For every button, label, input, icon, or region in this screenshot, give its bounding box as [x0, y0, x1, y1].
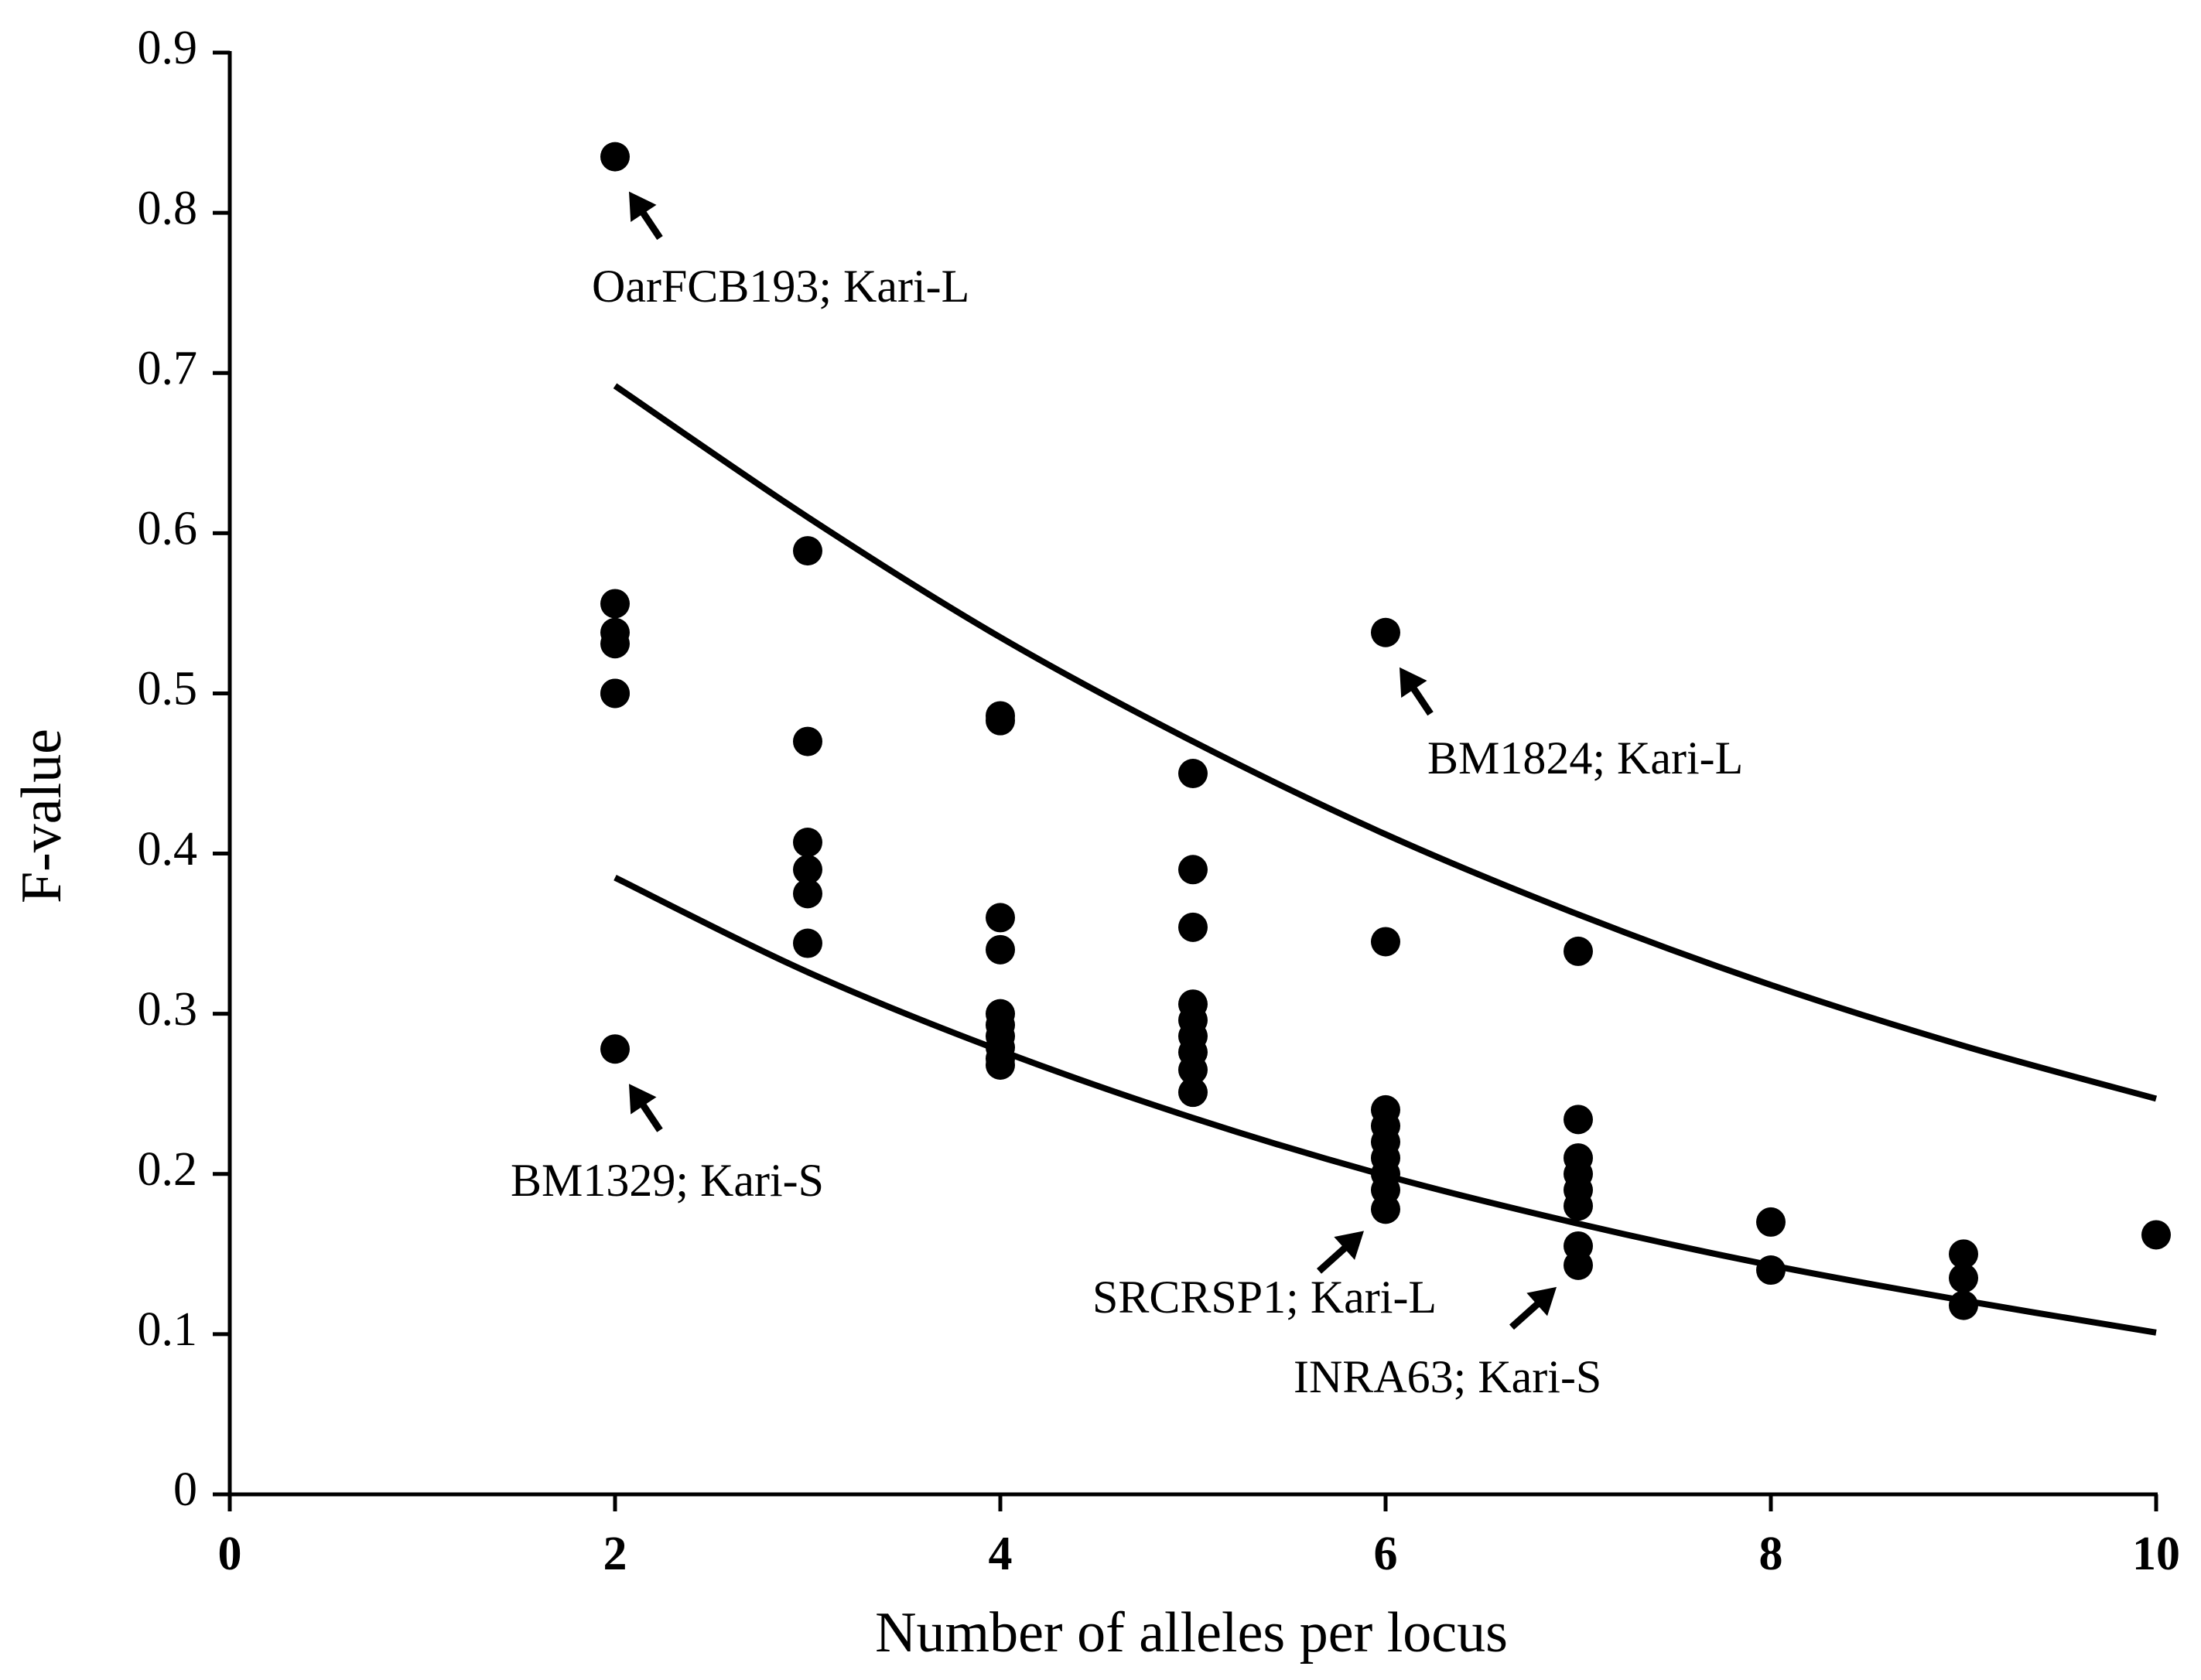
- data-point: [1949, 1239, 1978, 1269]
- x-tick-label: 2: [603, 1528, 627, 1580]
- data-point: [600, 1034, 630, 1064]
- annotation-arrow: [1400, 667, 1434, 716]
- y-tick-label: 0.2: [138, 1143, 198, 1196]
- x-ticks: 0 2 4 6 8 10: [218, 1494, 2180, 1580]
- data-point: [793, 928, 822, 958]
- data-point: [793, 879, 822, 909]
- data-point: [986, 1050, 1015, 1080]
- data-point: [1178, 912, 1208, 942]
- data-point: [1178, 855, 1208, 885]
- y-tick-label: 0.6: [138, 503, 198, 555]
- y-tick-label: 0.5: [138, 663, 198, 715]
- x-tick-label: 10: [2132, 1528, 2180, 1580]
- y-tick-label: 0.3: [138, 983, 198, 1036]
- data-point: [986, 934, 1015, 965]
- data-point: [600, 629, 630, 659]
- arrow-head: [1400, 667, 1427, 698]
- arrow-head: [629, 191, 657, 223]
- y-tick-label: 0.1: [138, 1303, 198, 1356]
- annotation-arrows: [629, 191, 1557, 1330]
- data-point: [793, 855, 822, 885]
- data-point: [793, 536, 822, 566]
- annotation-arrow: [1316, 1231, 1364, 1274]
- data-point: [1564, 1105, 1593, 1135]
- data-point: [1756, 1207, 1786, 1237]
- data-point: [1178, 1055, 1208, 1085]
- arrow-head: [629, 1084, 657, 1115]
- data-point: [1949, 1263, 1978, 1293]
- arrow-shaft: [638, 1101, 663, 1132]
- annotation-inra63: INRA63; Kari-S: [1294, 1351, 1601, 1402]
- annotation-arrow: [629, 1084, 663, 1132]
- annotation-bm1329: BM1329; Kari-S: [511, 1155, 824, 1206]
- upper-bound-curve: [613, 383, 2158, 1102]
- data-point: [1564, 936, 1593, 966]
- x-tick-label: 4: [989, 1528, 1013, 1580]
- data-point: [600, 678, 630, 709]
- data-point: [986, 903, 1015, 933]
- annotation-bm1824: BM1824; Kari-L: [1427, 732, 1743, 784]
- annotation-oarfcb193: OarFCB193; Kari-L: [592, 261, 969, 312]
- data-point: [1949, 1290, 1978, 1320]
- data-point: [2141, 1220, 2171, 1250]
- data-point: [1564, 1250, 1593, 1280]
- y-axis-title: F-value: [10, 729, 73, 903]
- data-point: [793, 828, 822, 858]
- data-point: [1756, 1255, 1786, 1286]
- arrow-shaft: [1509, 1299, 1542, 1330]
- data-point: [1564, 1191, 1593, 1221]
- arrow-shaft: [638, 209, 663, 241]
- y-tick-label: 0.4: [138, 823, 198, 876]
- data-point: [1178, 1077, 1208, 1108]
- arrow-head: [1526, 1286, 1557, 1316]
- data-points: [600, 142, 2171, 1320]
- annotation-arrow: [629, 191, 663, 241]
- data-point: [793, 726, 822, 756]
- arrow-shaft: [1316, 1244, 1349, 1274]
- y-tick-label: 0: [173, 1463, 197, 1516]
- y-tick-label: 0.8: [138, 182, 198, 234]
- data-point: [1178, 759, 1208, 788]
- annotation-srcrsp1: SRCRSP1; Kari-L: [1092, 1272, 1437, 1323]
- x-tick-label: 8: [1759, 1528, 1783, 1580]
- arrow-shaft: [1409, 685, 1434, 716]
- arrow-head: [1334, 1231, 1364, 1260]
- x-tick-label: 6: [1374, 1528, 1398, 1580]
- data-point: [1371, 617, 1400, 647]
- data-point: [600, 589, 630, 619]
- data-point: [1371, 1194, 1400, 1224]
- data-point: [600, 142, 630, 172]
- annotation-arrow: [1509, 1286, 1557, 1330]
- data-point: [1371, 927, 1400, 957]
- x-axis-title: Number of alleles per locus: [875, 1601, 1508, 1665]
- y-tick-label: 0.7: [138, 342, 198, 394]
- data-point: [986, 705, 1015, 736]
- y-ticks: 0 0.1 0.2 0.3 0.4 0.5 0.6 0.7 0.8 0.9: [138, 22, 230, 1516]
- y-tick-label: 0.9: [138, 22, 198, 74]
- x-tick-label: 0: [218, 1528, 242, 1580]
